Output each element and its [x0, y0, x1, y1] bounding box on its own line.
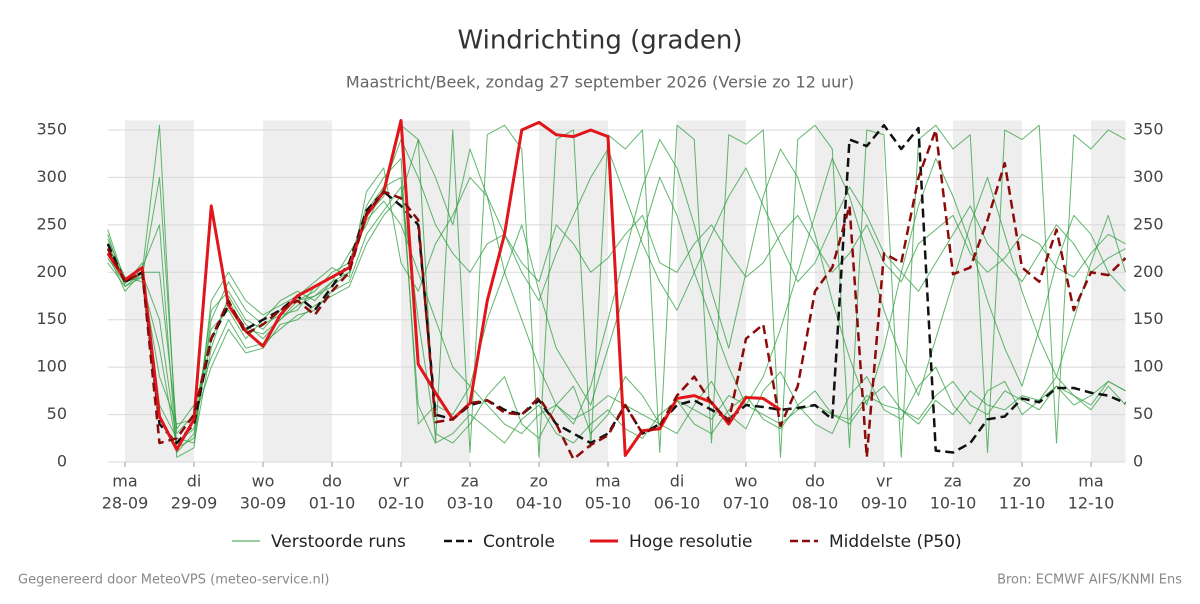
x-tick-sublabel: 29-09 [171, 494, 218, 513]
y2-tick-label: 200 [1133, 262, 1164, 281]
x-tick-label: za [461, 472, 479, 491]
x-tick-label: do [805, 472, 825, 491]
series-line [107, 119, 782, 457]
x-tick-sublabel: 12-10 [1068, 494, 1115, 513]
x-tick-label: di [187, 472, 202, 491]
y-tick-label: 150 [36, 309, 67, 328]
x-tick-label: wo [735, 472, 758, 491]
day-shade [1091, 120, 1126, 462]
ensemble-line [107, 138, 1126, 435]
y-tick-label: 350 [36, 119, 67, 138]
legend-label: Hoge resolutie [629, 532, 753, 552]
x-tick-label: vr [393, 472, 409, 491]
x-tick-sublabel: 10-10 [930, 494, 977, 513]
y2-tick-label: 100 [1133, 357, 1164, 376]
legend-label: Middelste (P50) [829, 532, 962, 552]
legend: Verstoorde runs Controle Hoge resolutie Mid… [232, 532, 962, 552]
x-tick-sublabel: 02-10 [378, 494, 425, 513]
ensemble-line [107, 148, 1126, 458]
plot-area [107, 119, 1126, 461]
x-tick-label: ma [595, 472, 620, 491]
y2-tick-label: 150 [1133, 309, 1164, 328]
x-tick-sublabel: 09-10 [861, 494, 908, 513]
footer-left: Gegenereerd door MeteoVPS (meteo-service… [18, 573, 329, 588]
axes-layer: 0 50 100 150 200 250 300 350 0 50 100 150 200 250 300 3… [36, 119, 1163, 512]
x-tick-label: za [944, 472, 962, 491]
x-tick-sublabel: 06-10 [654, 494, 701, 513]
x-tick-sublabel: 03-10 [447, 494, 494, 513]
day-shade [953, 120, 1022, 462]
x-tick-label: zo [530, 472, 548, 491]
y2-tick-label: 0 [1133, 452, 1143, 471]
chart-subtitle: Maastricht/Beek, zondag 27 september 202… [346, 73, 854, 92]
y-tick-label: 50 [47, 404, 67, 423]
x-tick-sublabel: 28-09 [102, 494, 149, 513]
x-tick-sublabel: 04-10 [516, 494, 563, 513]
y2-tick-label: 300 [1133, 167, 1164, 186]
x-tick-label: wo [252, 472, 275, 491]
x-tick-label: ma [112, 472, 137, 491]
legend-label: Verstoorde runs [271, 532, 406, 552]
x-tick-label: do [322, 472, 342, 491]
x-tick-sublabel: 01-10 [309, 494, 356, 513]
y2-tick-label: 50 [1133, 404, 1153, 423]
series-line [107, 128, 1126, 461]
x-tick-sublabel: 11-10 [999, 494, 1046, 513]
x-tick-sublabel: 30-09 [240, 494, 287, 513]
y-tick-label: 100 [36, 357, 67, 376]
ensemble-line [107, 186, 1126, 444]
y-tick-label: 200 [36, 262, 67, 281]
x-tick-sublabel: 07-10 [723, 494, 770, 513]
chart-title: Windrichting (graden) [457, 26, 742, 56]
day-shade [539, 120, 608, 462]
y-tick-label: 250 [36, 214, 67, 233]
x-tick-label: zo [1013, 472, 1031, 491]
y2-tick-label: 350 [1133, 119, 1164, 138]
x-tick-label: ma [1078, 472, 1103, 491]
y-tick-label: 300 [36, 167, 67, 186]
x-tick-label: di [670, 472, 685, 491]
footer-right: Bron: ECMWF AIFS/KNMI Ens [997, 573, 1182, 588]
series-line [107, 123, 1126, 454]
x-tick-sublabel: 08-10 [792, 494, 839, 513]
y-tick-label: 0 [57, 452, 67, 471]
y2-tick-label: 250 [1133, 214, 1164, 233]
x-tick-sublabel: 05-10 [585, 494, 632, 513]
x-tick-label: vr [876, 472, 892, 491]
legend-label: Controle [483, 532, 555, 552]
